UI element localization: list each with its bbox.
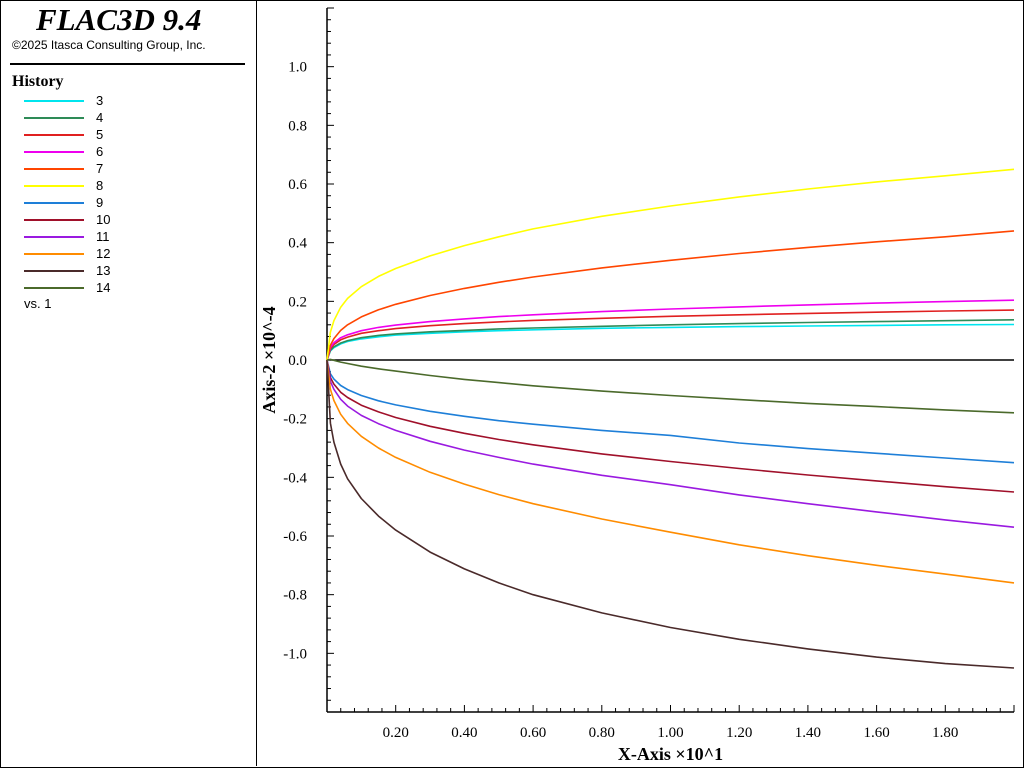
legend-item: 4 (24, 110, 224, 127)
legend-swatch (24, 287, 84, 289)
series-line-4 (326, 319, 1015, 361)
y-tick-label: -0.2 (283, 412, 307, 428)
x-tick-label: 0.40 (451, 725, 477, 741)
legend-label: 9 (96, 195, 104, 210)
legend-item: 7 (24, 161, 224, 178)
legend-item: 14 (24, 280, 224, 297)
title-divider (10, 63, 245, 65)
legend-swatch (24, 100, 84, 102)
legend-swatch (24, 134, 84, 136)
copyright-text: ©2025 Itasca Consulting Group, Inc. (12, 38, 206, 52)
y-tick-label: -0.8 (283, 588, 307, 604)
x-tick-label: 1.60 (863, 725, 889, 741)
y-tick-label: 1.0 (288, 60, 307, 76)
legend-swatch (24, 270, 84, 272)
x-tick-label: 1.80 (932, 725, 958, 741)
legend-item: 6 (24, 144, 224, 161)
legend-item: 11 (24, 229, 224, 246)
y-tick-label: 0.4 (288, 236, 307, 252)
legend-label: 6 (96, 144, 104, 159)
series-line-7 (326, 230, 1015, 361)
legend-heading: History (12, 73, 64, 90)
y-tick-label: -1.0 (283, 646, 307, 662)
legend-label: 8 (96, 178, 104, 193)
legend-item: 3 (24, 93, 224, 110)
legend-item: 5 (24, 127, 224, 144)
legend-swatch (24, 219, 84, 221)
legend-label: 3 (96, 93, 104, 108)
legend-label: 7 (96, 161, 104, 176)
legend-panel: FLAC3D 9.4 ©2025 Itasca Consulting Group… (0, 0, 257, 766)
legend-swatch (24, 168, 84, 170)
legend-label: 5 (96, 127, 104, 142)
x-tick-label: 1.20 (726, 725, 752, 741)
legend-swatch (24, 185, 84, 187)
legend-label: 10 (96, 212, 111, 227)
legend-item: 13 (24, 263, 224, 280)
series-line-3 (326, 323, 1015, 361)
legend-swatch (24, 202, 84, 204)
y-tick-label: 0.0 (288, 353, 307, 369)
y-tick-label: -0.4 (283, 470, 307, 486)
series-line-14 (326, 358, 1015, 414)
legend-swatch (24, 236, 84, 238)
x-tick-label: 0.20 (383, 725, 409, 741)
y-axis-label: Axis-2 ×10^-4 (259, 306, 279, 413)
legend-item: 8 (24, 178, 224, 195)
legend-label: 11 (96, 229, 110, 244)
series-line-9 (326, 359, 1015, 464)
x-tick-label: 0.60 (520, 725, 546, 741)
legend-swatch (24, 253, 84, 255)
legend-label: 4 (96, 110, 104, 125)
x-axis-label: X-Axis ×10^1 (618, 744, 723, 764)
y-tick-label: 0.6 (288, 177, 307, 193)
app-title: FLAC3D 9.4 (36, 2, 202, 37)
legend-label: 14 (96, 280, 111, 295)
series-line-6 (326, 299, 1015, 361)
y-tick-label: 0.8 (288, 118, 307, 134)
series-line-12 (326, 359, 1015, 584)
series-line-11 (326, 359, 1015, 528)
legend-label: 13 (96, 263, 111, 278)
series-line-8 (326, 168, 1015, 361)
legend-swatch (24, 117, 84, 119)
x-tick-label: 0.80 (589, 725, 615, 741)
series-line-13 (326, 359, 1015, 669)
legend-item: 10 (24, 212, 224, 229)
history-chart: 1.0 0.8 0.6 0.4 0.2 0.0 -0.2 -0.4 -0.6 -0.8 -1.0 0.… (259, 7, 1015, 764)
y-tick-label: -0.6 (283, 529, 307, 545)
series-line-5 (326, 309, 1015, 361)
legend-swatch (24, 151, 84, 153)
legend-label: 12 (96, 246, 111, 261)
x-tick-label: 1.00 (657, 725, 683, 741)
series-line-10 (326, 359, 1015, 493)
y-tick-label: 0.2 (288, 294, 307, 310)
x-tick-label: 1.40 (795, 725, 821, 741)
legend-item: 12 (24, 246, 224, 263)
legend-item: 9 (24, 195, 224, 212)
legend-vs-label: vs. 1 (24, 296, 52, 311)
